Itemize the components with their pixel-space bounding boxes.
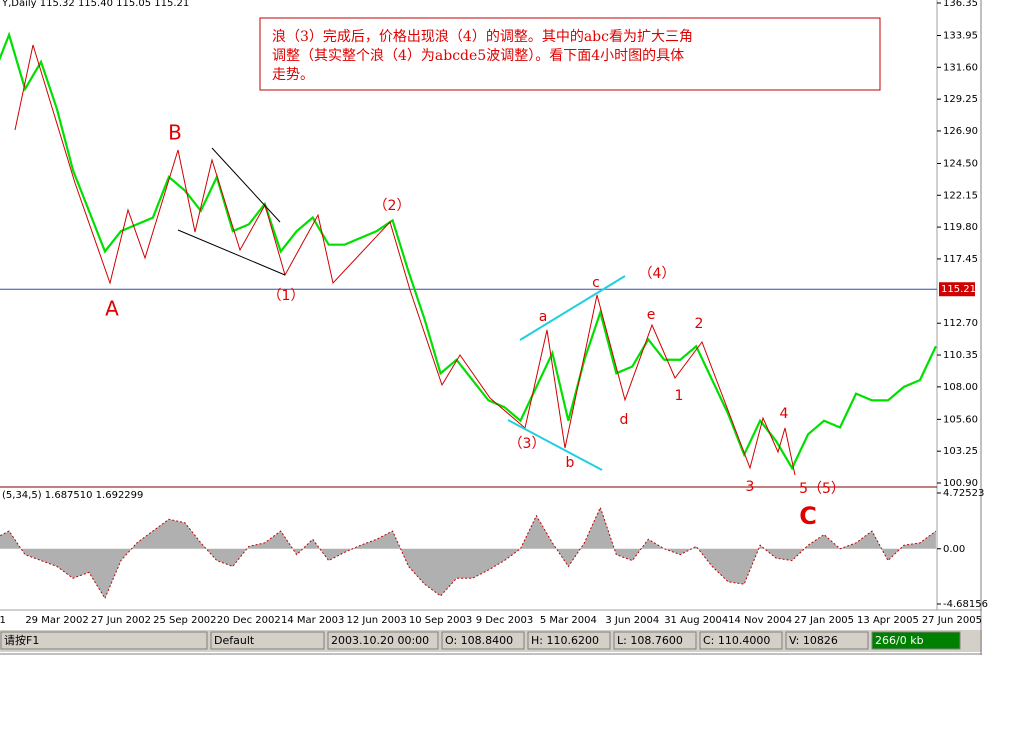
wave-label: （3） xyxy=(509,436,546,452)
osc-area xyxy=(0,507,936,599)
wave-label: a xyxy=(539,309,548,325)
y-tick-label: 122.15 xyxy=(943,190,978,201)
x-tick-label: 12 Jun 2003 xyxy=(347,615,407,626)
wave-label: （1） xyxy=(268,288,305,304)
annotation-line: 浪（3）完成后，价格出现浪（4）的调整。其中的abc看为扩大三角 xyxy=(272,29,693,45)
x-tick-label: 14 Mar 2003 xyxy=(281,615,344,626)
y-tick-label: 133.95 xyxy=(943,30,978,41)
status-field xyxy=(327,631,439,650)
current-price-label: 115.21 xyxy=(941,284,976,295)
wave-label: b xyxy=(566,455,575,471)
x-tick-label: 10 Sep 2003 xyxy=(409,615,472,626)
wave-label: （4） xyxy=(639,266,676,282)
x-tick-label: 3 Jun 2004 xyxy=(605,615,659,626)
annotation-box xyxy=(259,17,881,91)
osc-tick-label: 4.72523 xyxy=(943,488,984,499)
wave-label: 2 xyxy=(695,316,704,332)
y-tick-label: 110.35 xyxy=(943,350,978,361)
status-text: L: 108.7600 xyxy=(617,634,683,647)
x-tick-label: 9 Dec 2003 xyxy=(476,615,534,626)
wave-label: c xyxy=(592,275,600,291)
status-text: 请按F1 xyxy=(4,633,39,647)
y-tick-label: 126.90 xyxy=(943,126,978,137)
status-text: O: 108.8400 xyxy=(445,634,513,647)
chart-header: Y,Daily 115.32 115.40 115.05 115.21 xyxy=(1,0,189,9)
y-tick-label: 124.50 xyxy=(943,158,978,169)
status-text: 2003.10.20 00:00 xyxy=(331,634,429,647)
status-text: H: 110.6200 xyxy=(531,634,599,647)
y-tick-label: 105.60 xyxy=(943,414,978,425)
y-tick-label: 131.60 xyxy=(943,62,978,73)
wave-lines xyxy=(14,44,796,476)
status-field xyxy=(785,631,869,650)
wave-label: B xyxy=(168,121,182,145)
x-tick-label: 14 Nov 2004 xyxy=(728,615,792,626)
x-tick-label: 27 Jun 2005 xyxy=(922,615,982,626)
x-tick-label: 31 Aug 2004 xyxy=(664,615,728,626)
status-field xyxy=(0,631,208,650)
wave-label: 4 xyxy=(780,406,789,422)
osc-tick-label: 0.00 xyxy=(943,544,965,555)
status-field xyxy=(527,631,611,650)
status-field xyxy=(871,631,961,650)
wave-label: （2） xyxy=(374,198,411,214)
status-text: Default xyxy=(214,634,255,647)
status-text: 266/0 kb xyxy=(875,634,924,647)
price-line xyxy=(0,31,937,471)
current-price-box xyxy=(939,282,975,297)
osc-header: (5,34,5) 1.687510 1.692299 xyxy=(2,490,143,501)
annotation-line: 走势。 xyxy=(272,67,314,83)
y-tick-label: 119.80 xyxy=(943,222,978,233)
x-tick-label: 5 Mar 2004 xyxy=(540,615,597,626)
y-tick-label: 117.45 xyxy=(943,254,978,265)
wave-label: d xyxy=(620,412,629,428)
osc-tick-label: -4.68156 xyxy=(943,599,988,610)
y-tick-label: 103.25 xyxy=(943,446,978,457)
x-tick-label: 20 Dec 2002 xyxy=(217,615,281,626)
wave-label: A xyxy=(105,297,119,321)
x-tick-label: 27 Jan 2005 xyxy=(794,615,854,626)
y-tick-label: 100.90 xyxy=(943,478,978,489)
annotation-line: 调整（其实整个浪（4）为abcde5波调整）。看下面4小时图的具体 xyxy=(272,48,684,64)
x-tick-label: 13 Apr 2005 xyxy=(857,615,919,626)
y-tick-label: 129.25 xyxy=(943,94,978,105)
status-field xyxy=(210,631,325,650)
status-field xyxy=(613,631,697,650)
osc-line xyxy=(0,506,937,600)
wave-label: 5（5） xyxy=(799,481,845,497)
x-tick-label: 27 Jun 2002 xyxy=(91,615,151,626)
status-field xyxy=(441,631,525,650)
wave-label: C xyxy=(799,502,817,530)
x-tick-label: 25 Sep 2002 xyxy=(153,615,216,626)
x-tick-label: 2001 xyxy=(0,615,6,626)
y-tick-label: 112.70 xyxy=(943,318,978,329)
wave-label: 3 xyxy=(746,479,755,495)
y-tick-label: 136.35 xyxy=(943,0,978,9)
status-text: C: 110.4000 xyxy=(703,634,770,647)
status-text: V: 10826 xyxy=(789,634,838,647)
status-field xyxy=(699,631,783,650)
wave-label: 1 xyxy=(675,388,684,404)
x-tick-label: 29 Mar 2002 xyxy=(25,615,88,626)
wave-label: e xyxy=(647,307,656,323)
y-tick-label: 108.00 xyxy=(943,382,978,393)
